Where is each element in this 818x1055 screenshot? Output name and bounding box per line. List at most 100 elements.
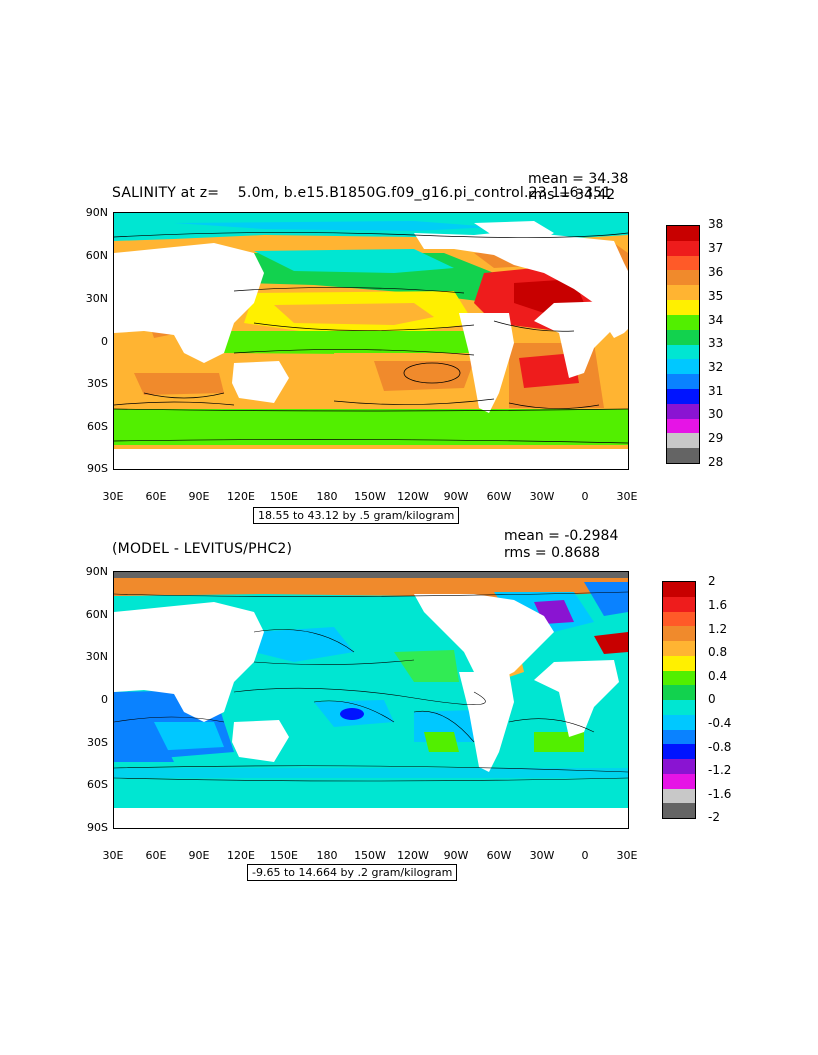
lon-label: 150W — [354, 490, 386, 503]
colorbar-label: 32 — [708, 360, 724, 374]
colorbar-swatch — [663, 744, 695, 759]
colorbar-label: 2 — [708, 574, 716, 588]
lon-label: 150E — [270, 490, 298, 503]
colorbar-swatch — [667, 226, 699, 241]
colorbar-swatch — [667, 403, 699, 419]
colorbar-swatch — [667, 374, 699, 389]
lat-label: 30N — [85, 292, 108, 305]
lon-label: 120W — [397, 490, 429, 503]
colorbar-label: -1.2 — [708, 763, 732, 777]
difference-map — [113, 571, 629, 829]
lon-label: 30E — [616, 849, 638, 862]
colorbar-label: 0.4 — [708, 669, 728, 683]
lon-label: 180 — [316, 490, 338, 503]
lat-label: 0 — [101, 693, 108, 706]
lat-label: 30N — [85, 650, 108, 663]
lon-label: 30W — [529, 849, 555, 862]
rms-readout: rms = 34.42 — [528, 187, 616, 203]
colorbar-label: 36 — [708, 265, 724, 279]
colorbar-label: 37 — [708, 241, 724, 255]
lon-label: 120E — [227, 849, 255, 862]
lon-label: 30E — [102, 490, 124, 503]
mean-readout: mean = 34.38 — [528, 171, 629, 187]
lat-label: 90N — [85, 206, 108, 219]
colorbar-swatch — [663, 729, 695, 745]
panel-title: SALINITY at z= 5.0m, b.e15.B1850G.f09_g1… — [112, 185, 612, 201]
colorbar-swatch — [667, 329, 699, 345]
colorbar — [666, 225, 700, 464]
lat-label: 60S — [87, 778, 108, 791]
colorbar-label: 33 — [708, 336, 724, 350]
colorbar-swatch — [663, 611, 695, 627]
colorbar-label: 34 — [708, 313, 724, 327]
lon-label: 90E — [188, 490, 210, 503]
lon-label: 60W — [486, 849, 512, 862]
colorbar-label: 30 — [708, 407, 724, 421]
colorbar-swatch — [667, 300, 699, 315]
salinity-map — [113, 212, 629, 470]
mean-readout: mean = -0.2984 — [504, 528, 619, 544]
lon-label: 150E — [270, 849, 298, 862]
colorbar-label: -1.6 — [708, 787, 732, 801]
colorbar-label: -2 — [708, 810, 720, 824]
colorbar-swatch — [663, 641, 695, 656]
lon-label: 90W — [443, 849, 469, 862]
colorbar-swatch — [667, 344, 699, 360]
colorbar-swatch — [663, 773, 695, 789]
lat-label: 30S — [87, 377, 108, 390]
colorbar-swatch — [663, 582, 695, 597]
lat-label: 60S — [87, 420, 108, 433]
colorbar-swatch — [667, 314, 699, 330]
colorbar-swatch — [663, 626, 695, 641]
lon-label: 0 — [581, 490, 589, 503]
lat-label: 0 — [101, 335, 108, 348]
lon-label: 30E — [616, 490, 638, 503]
colorbar-swatch — [667, 240, 699, 256]
colorbar-label: 31 — [708, 384, 724, 398]
colorbar-label: -0.4 — [708, 716, 732, 730]
colorbar-swatch — [667, 255, 699, 271]
rms-readout: rms = 0.8688 — [504, 545, 601, 561]
lon-label: 180 — [316, 849, 338, 862]
lon-label: 30W — [529, 490, 555, 503]
colorbar-swatch — [667, 418, 699, 434]
colorbar-label: 1.2 — [708, 622, 728, 636]
colorbar-label: 0 — [708, 692, 716, 706]
lon-label: 90W — [443, 490, 469, 503]
lat-label: 90S — [87, 462, 108, 475]
colorbar — [662, 581, 696, 819]
lon-label: 90E — [188, 849, 210, 862]
colorbar-label: 29 — [708, 431, 724, 445]
lat-label: 90N — [85, 565, 108, 578]
lon-label: 0 — [581, 849, 589, 862]
colorbar-swatch — [667, 270, 699, 286]
lon-label: 30E — [102, 849, 124, 862]
contour-range-box: -9.65 to 14.664 by .2 gram/kilogram — [247, 864, 458, 881]
colorbar-swatch — [663, 670, 695, 686]
lon-label: 120E — [227, 490, 255, 503]
lon-label: 60E — [145, 490, 167, 503]
colorbar-swatch — [663, 788, 695, 804]
colorbar-swatch — [667, 359, 699, 375]
colorbar-swatch — [663, 759, 695, 774]
lon-label: 150W — [354, 849, 386, 862]
lat-label: 60N — [85, 249, 108, 262]
lat-label: 60N — [85, 608, 108, 621]
colorbar-swatch — [663, 803, 695, 818]
colorbar-swatch — [663, 596, 695, 612]
colorbar-swatch — [663, 714, 695, 730]
contour-range-box: 18.55 to 43.12 by .5 gram/kilogram — [253, 507, 460, 524]
colorbar-label: -0.8 — [708, 740, 732, 754]
colorbar-swatch — [667, 433, 699, 449]
colorbar-swatch — [667, 388, 699, 404]
colorbar-swatch — [663, 700, 695, 715]
colorbar-swatch — [663, 655, 695, 671]
lon-label: 120W — [397, 849, 429, 862]
colorbar-label: 1.6 — [708, 598, 728, 612]
lon-label: 60E — [145, 849, 167, 862]
colorbar-label: 28 — [708, 455, 724, 469]
lon-label: 60W — [486, 490, 512, 503]
colorbar-label: 38 — [708, 217, 724, 231]
colorbar-swatch — [663, 685, 695, 700]
lat-label: 30S — [87, 736, 108, 749]
